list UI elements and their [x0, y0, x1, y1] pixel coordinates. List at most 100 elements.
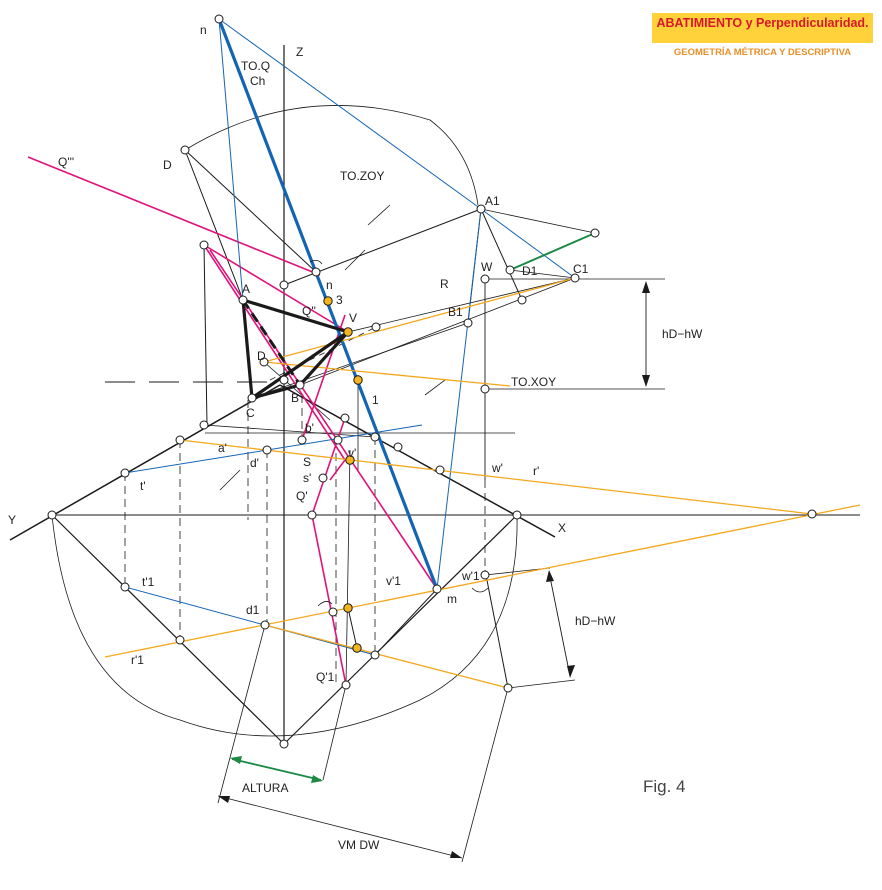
label-d-upper: D: [163, 158, 172, 172]
pyramid-hidden-edge: [241, 299, 302, 386]
magenta-v-s: [329, 459, 346, 481]
label-r-prime: r': [533, 464, 539, 478]
point-d1-low: [260, 620, 270, 630]
line-vmdw-dim: [217, 795, 463, 859]
point-s-mid: [340, 413, 350, 423]
line-c1-b: [299, 277, 576, 386]
arrow-up: [642, 281, 650, 293]
magenta-lower: [311, 514, 347, 686]
point-right-low: [370, 650, 380, 660]
pyramid-edge-vb: [298, 330, 350, 387]
orange-r-upper: [263, 277, 576, 363]
pyramid-base-outline: [241, 298, 350, 400]
point-r-prime: [435, 465, 445, 475]
vmdw-arrow-left: [218, 796, 230, 803]
blue-n-a1: [218, 18, 482, 210]
label-b: B: [291, 391, 299, 405]
point-z-a: [279, 280, 289, 290]
line-dash-r: [424, 379, 446, 396]
blue-t-v: [124, 424, 423, 474]
line-w1-down: [484, 569, 509, 689]
label-to-xoy: TO.XOY: [511, 375, 556, 389]
lower-v-left: [51, 514, 285, 745]
line-q1-ray: [345, 449, 351, 686]
magenta-cross-2: [301, 314, 346, 441]
point-c1: [570, 273, 580, 283]
line-d-to-a: [184, 149, 244, 301]
line-dash-zoy-2: [344, 249, 366, 271]
right-angle-mark-2: [317, 601, 333, 607]
label-d1-low: d1: [246, 603, 260, 617]
point-c-prime: [199, 420, 209, 430]
label-c: C: [246, 406, 255, 420]
point-b-prime: [297, 435, 307, 445]
line-dash-mid: [219, 469, 241, 491]
label-v1: v'1: [386, 574, 401, 588]
point-n-top: [214, 14, 224, 24]
label-d1: D1: [522, 264, 538, 278]
blue-a1-m: [436, 208, 482, 590]
green-arrowhead-left: [230, 756, 242, 764]
label-w: W: [481, 260, 493, 274]
point-n-mid: [311, 267, 321, 277]
label-w1: w'1: [461, 569, 480, 583]
lower-v-right: [283, 514, 518, 745]
right-angle-mark-3: [471, 587, 489, 593]
point-q1: [341, 680, 351, 690]
point-w-low: [503, 683, 513, 693]
point-c: [247, 393, 257, 403]
line-dash-zoy: [367, 204, 391, 226]
label-q-triple: Q''': [58, 155, 74, 169]
point-a-prime: [175, 435, 185, 445]
green-altura-arrow: [231, 758, 322, 781]
label-a-prime: a': [218, 441, 227, 455]
line-vert-203: [203, 244, 208, 426]
green-arrowhead-right: [311, 775, 323, 783]
line-a1-c1: [480, 208, 596, 234]
label-z-axis: Z: [296, 45, 303, 59]
page-title: ABATIMIENTO y Perpendicularidad.: [656, 16, 869, 30]
point-v-right: [370, 432, 380, 442]
point-d1: [505, 265, 515, 275]
zoy-rotation-arc: [184, 105, 479, 206]
label-to-zoy: TO.ZOY: [340, 169, 384, 183]
point-magenta-top: [199, 240, 209, 250]
label-r: R: [440, 277, 449, 291]
label-q-double: Q'': [302, 304, 316, 318]
label-n-top: n: [200, 23, 207, 37]
blue-t1-d1: [124, 586, 376, 656]
point-v-prime: [345, 455, 355, 465]
point-a1: [476, 204, 486, 214]
line-c1-d1: [509, 269, 576, 279]
magenta-cross-1: [203, 244, 346, 461]
label-hd-hw-bot: hD−hW: [575, 614, 616, 628]
label-y-axis: Y: [8, 513, 16, 527]
line-hd-hw-bot-dim: [548, 571, 571, 677]
point-o: [279, 375, 289, 385]
vmdw-arrow-right: [450, 851, 462, 858]
label-a1: A1: [485, 194, 500, 208]
point-a: [238, 295, 248, 305]
label-n-mid: n: [326, 278, 333, 292]
point-y: [47, 510, 57, 520]
orange-r1: [104, 504, 861, 658]
point-mag-low: [328, 607, 338, 617]
point-orange-low: [352, 643, 362, 653]
point-to-xoy: [480, 384, 490, 394]
label-q-prime: Q': [296, 489, 308, 503]
magenta-upper: [203, 244, 349, 333]
page-subtitle: GEOMETRÍA MÉTRICA Y DESCRIPTIVA: [673, 47, 852, 58]
xoy-rotation-arc: [51, 514, 518, 737]
green-d1-extension: [509, 232, 596, 271]
figure-label: Fig. 4: [643, 777, 686, 796]
point-s-prime: [318, 473, 328, 483]
line-d-to-n: [184, 149, 317, 273]
point-q-cross: [333, 435, 343, 445]
label-1: 1: [372, 393, 379, 407]
label-m: m: [447, 592, 457, 606]
point-lower-left: [175, 635, 185, 645]
line-d-s: [263, 361, 331, 421]
label-c1: C1: [573, 262, 589, 276]
label-s-prime: s': [303, 471, 311, 485]
